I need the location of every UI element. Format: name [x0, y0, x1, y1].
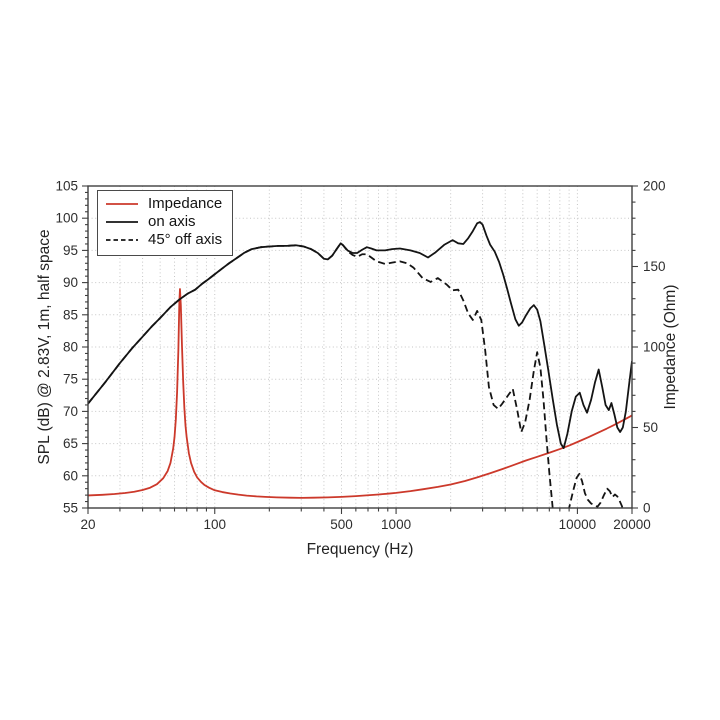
y-right-tick-label: 200 — [643, 179, 666, 194]
legend-label-on-axis: on axis — [148, 213, 196, 230]
legend-item-on-axis: on axis — [105, 213, 232, 231]
y-left-tick-label: 105 — [55, 179, 78, 194]
y-right-tick-label: 150 — [643, 259, 666, 274]
y-left-tick-label: 70 — [63, 404, 78, 419]
y-axis-title-right: Impedance (Ohm) — [662, 284, 679, 410]
y-right-tick-label: 100 — [643, 340, 666, 355]
y-right-tick-label: 50 — [643, 420, 658, 435]
legend: Impedance on axis 45° off axis — [97, 190, 233, 256]
axis-ticks — [82, 185, 638, 514]
tick-labels: 20 100 500 1000 10000 20000556065707580859095… — [55, 179, 665, 533]
y-left-tick-label: 80 — [63, 340, 78, 355]
y-right-tick-label: 0 — [643, 501, 651, 516]
y-axis-title-left: SPL (dB) @ 2.83V, 1m, half space — [36, 229, 53, 465]
x-tick-label: 100 — [203, 517, 226, 532]
legend-item-impedance: Impedance — [105, 195, 232, 213]
y-left-tick-label: 60 — [63, 468, 78, 483]
on-axis-line-sample — [106, 221, 138, 223]
x-tick-label: 10000 — [559, 517, 597, 532]
y-left-tick-label: 55 — [63, 501, 78, 516]
off-axis-curve — [88, 242, 624, 508]
y-left-tick-label: 100 — [55, 211, 78, 226]
legend-label-impedance: Impedance — [148, 195, 223, 212]
x-tick-label: 1000 — [381, 517, 411, 532]
impedance-curve — [88, 288, 632, 499]
x-tick-label: 500 — [330, 517, 353, 532]
on-axis-curve — [88, 221, 632, 450]
y-left-tick-label: 85 — [63, 307, 78, 322]
x-axis-title: Frequency (Hz) — [306, 541, 414, 558]
legend-item-off-axis: 45° off axis — [105, 231, 232, 249]
x-tick-label: 20000 — [613, 517, 651, 532]
impedance-line-sample — [106, 203, 138, 205]
y-left-tick-label: 95 — [63, 243, 78, 258]
x-tick-label: 20 — [80, 517, 95, 532]
y-left-tick-label: 75 — [63, 372, 78, 387]
legend-label-off-axis: 45° off axis — [148, 231, 223, 248]
y-left-tick-label: 90 — [63, 275, 78, 290]
y-left-tick-label: 65 — [63, 436, 78, 451]
off-axis-line-sample — [106, 239, 138, 241]
